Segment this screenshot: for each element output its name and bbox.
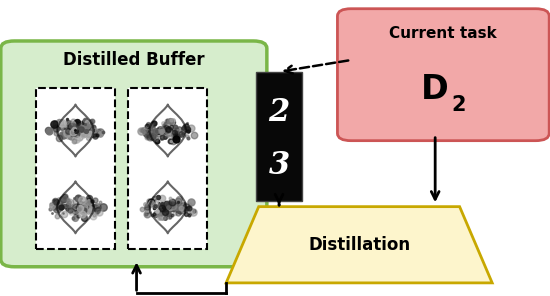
FancyBboxPatch shape: [338, 9, 549, 141]
Bar: [41, 93, 110, 168]
Text: 2: 2: [268, 97, 290, 128]
FancyBboxPatch shape: [128, 88, 207, 249]
Text: D: D: [421, 73, 449, 106]
Text: Current task: Current task: [389, 26, 497, 41]
FancyBboxPatch shape: [1, 41, 267, 267]
Text: Distilled Buffer: Distilled Buffer: [63, 51, 205, 69]
Text: Distillation: Distillation: [308, 236, 410, 254]
Bar: [256, 72, 302, 201]
Bar: [133, 93, 202, 168]
Text: 3: 3: [268, 150, 290, 181]
Text: 2: 2: [451, 96, 466, 115]
Bar: [41, 170, 110, 244]
Bar: [133, 170, 202, 244]
Polygon shape: [226, 207, 492, 283]
FancyBboxPatch shape: [36, 88, 115, 249]
